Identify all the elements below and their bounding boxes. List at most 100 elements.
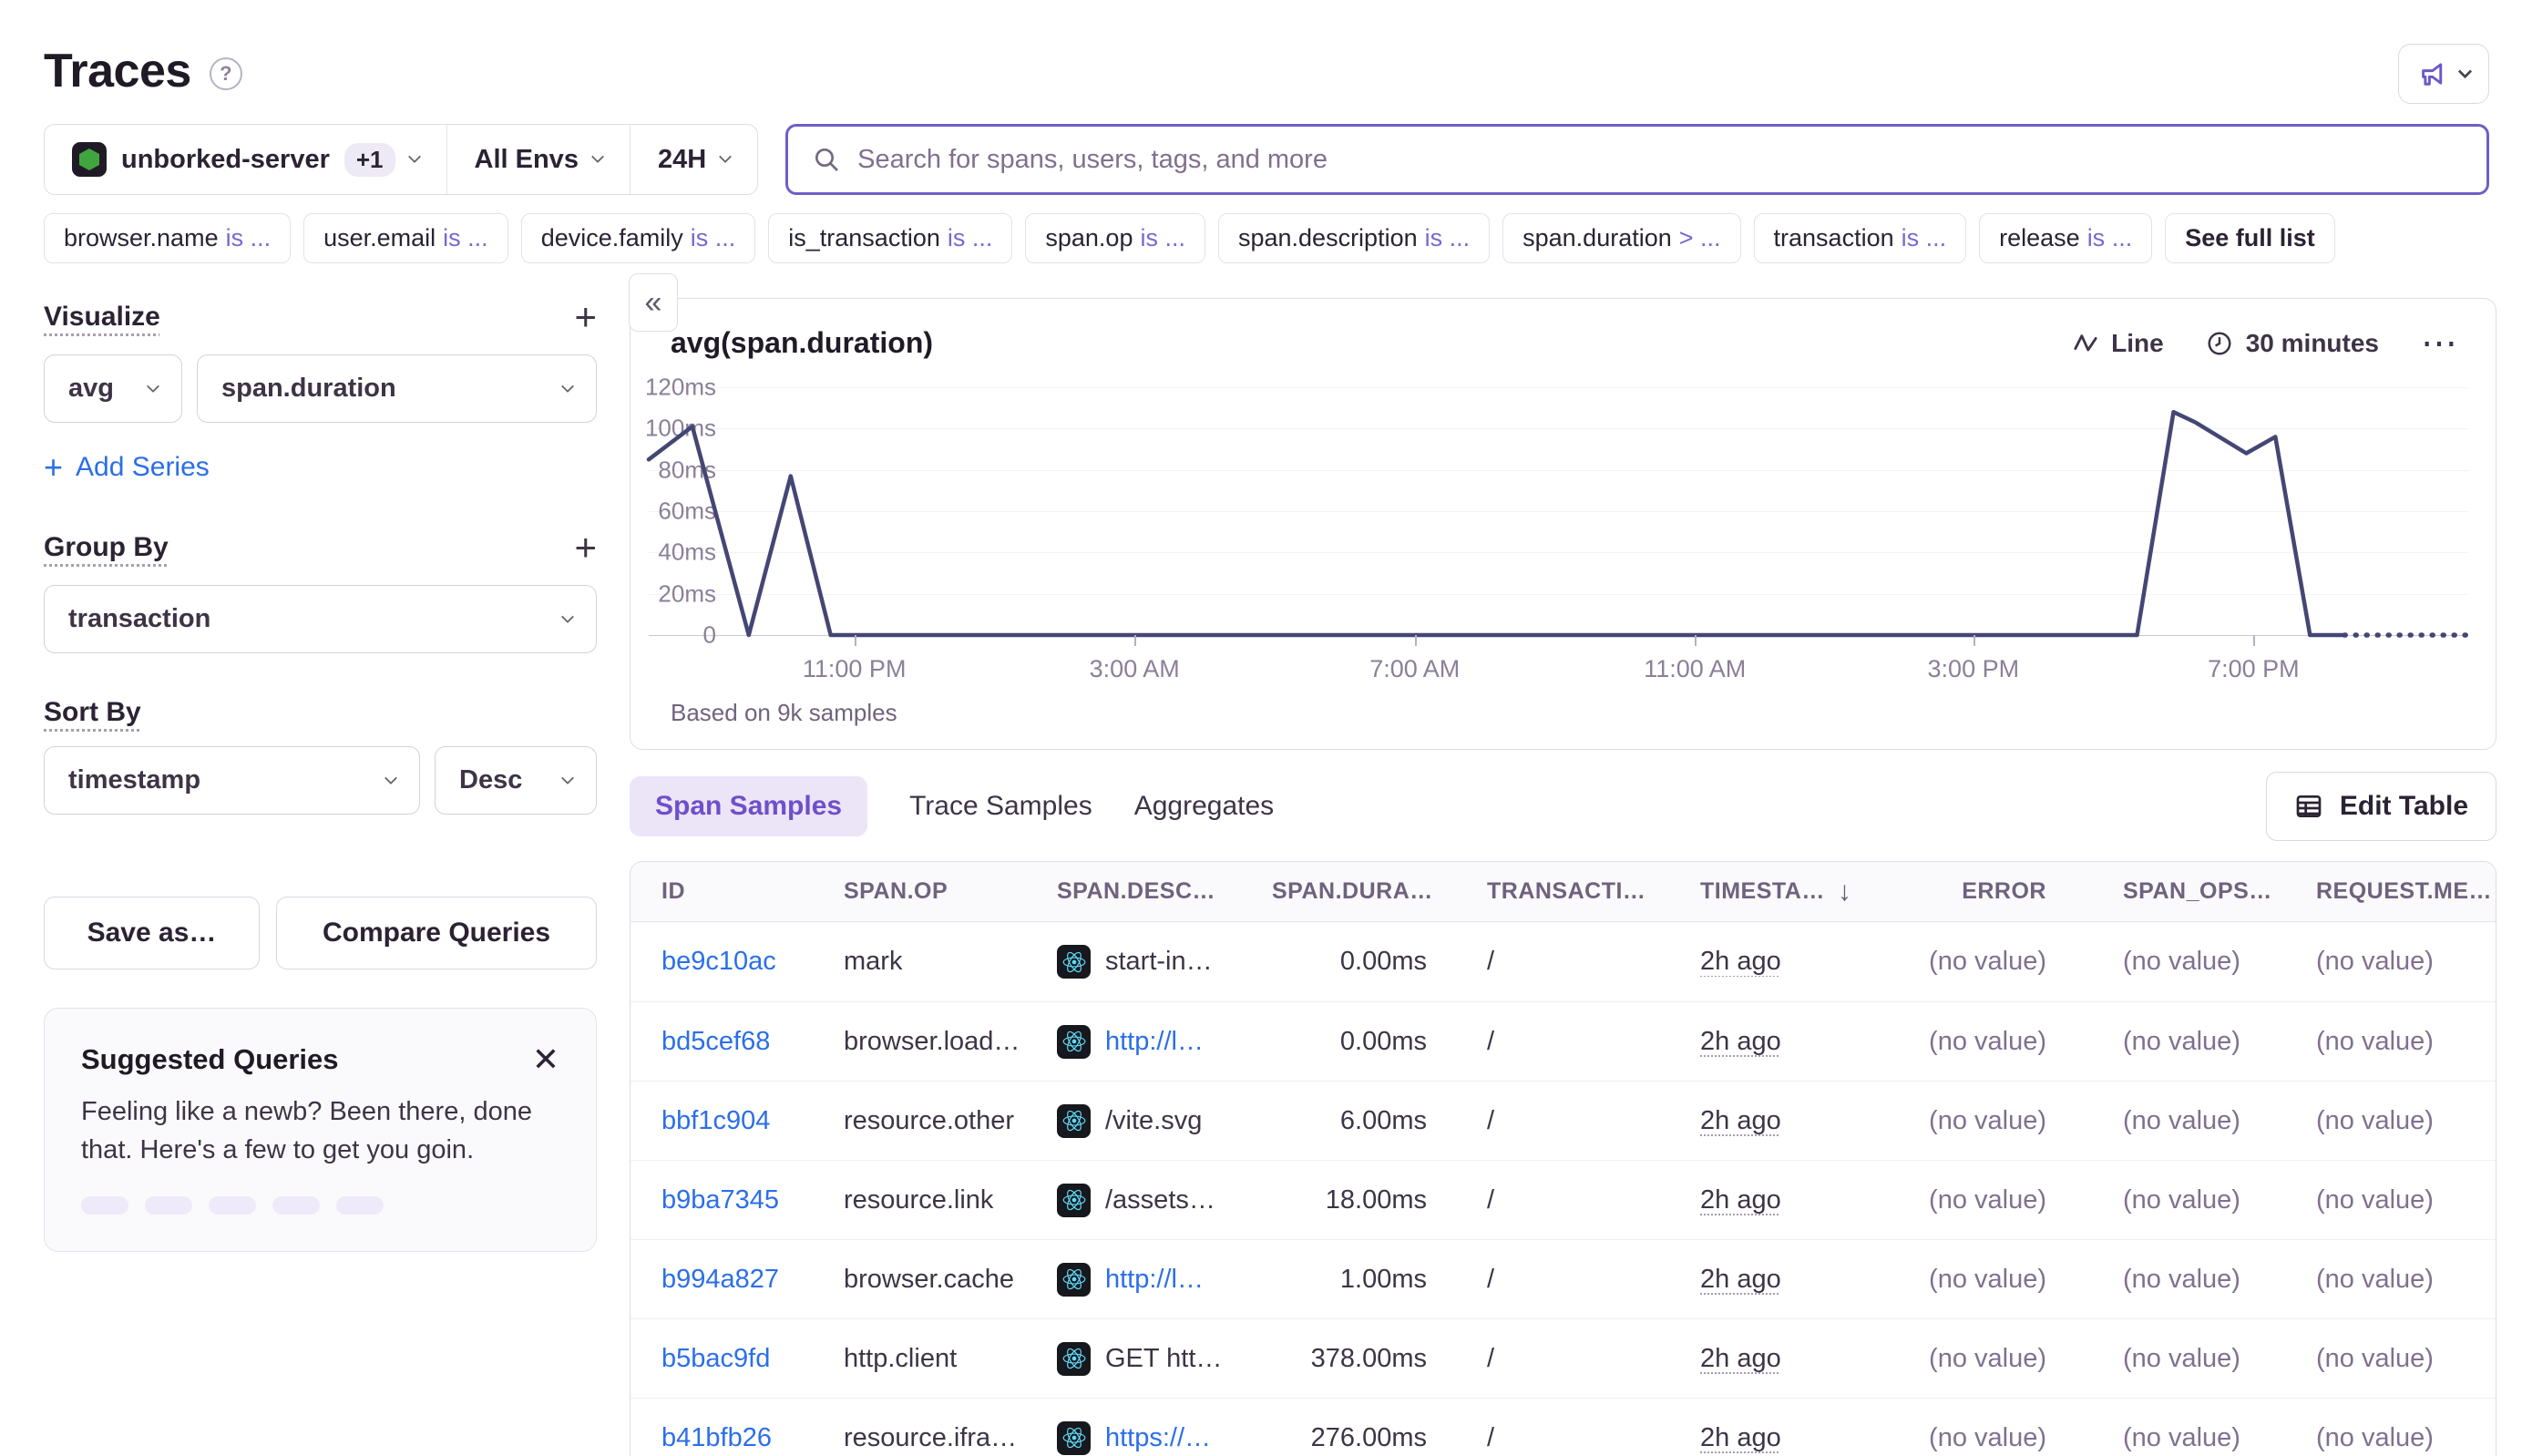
top-bar: Traces ? [0,0,2522,104]
compare-queries-button[interactable]: Compare Queries [276,897,597,969]
span-id-link[interactable]: b994a827 [661,1265,844,1295]
request-method-cell: (no value) [2316,1106,2496,1136]
filter-chip[interactable]: user.email is ... [303,213,508,263]
span-id-link[interactable]: b9ba7345 [661,1185,844,1215]
field-select[interactable]: span.duration [197,354,597,423]
request-method-cell: (no value) [2316,1344,2496,1374]
error-cell: (no value) [1910,947,2046,977]
save-as-button[interactable]: Save as… [44,897,260,969]
see-full-list-button[interactable]: See full list [2165,213,2335,263]
span-duration-cell: 0.00ms [1272,1027,1427,1057]
plus-icon: + [44,448,63,487]
span-desc-text[interactable]: start-in… [1105,947,1213,977]
timestamp-cell: 2h ago [1700,1106,1910,1136]
filter-bar: unborked-server +1 All Envs 24H Search f… [44,124,2489,195]
edit-table-button[interactable]: Edit Table [2266,772,2496,841]
span-id-link[interactable]: bd5cef68 [661,1027,844,1057]
filter-chip[interactable]: span.op is ... [1025,213,1205,263]
add-series-button[interactable]: + Add Series [44,448,597,487]
filter-chip[interactable]: browser.name is ... [44,213,291,263]
tab-aggregates[interactable]: Aggregates [1134,776,1274,836]
sort-direction-value: Desc [459,765,522,795]
react-icon [1057,1263,1091,1297]
sort-field-select[interactable]: timestamp [44,746,420,815]
suggested-query-pill[interactable] [81,1196,128,1215]
collapse-sidebar-button[interactable]: « [629,273,678,332]
group-by-select[interactable]: transaction [44,585,597,653]
chart-title: avg(span.duration) [671,326,933,360]
period-selector[interactable]: 24H [630,125,757,194]
col-header-transaction[interactable]: TRANSACTI… [1427,878,1700,905]
tab-span-samples[interactable]: Span Samples [630,776,867,836]
col-header-span-duration[interactable]: SPAN.DURA… [1272,878,1427,905]
suggested-query-pill[interactable] [272,1196,320,1215]
chart-more-menu-icon[interactable]: ⋯ [2421,336,2459,351]
request-method-cell: (no value) [2316,1027,2496,1057]
span-desc-text[interactable]: GET htt… [1105,1344,1222,1374]
environment-selector[interactable]: All Envs [446,125,630,194]
span-desc-text[interactable]: http://l… [1105,1027,1204,1057]
chip-key: transaction [1774,224,1894,252]
suggested-queries-body: Feeling like a newb? Been there, done th… [81,1092,559,1169]
project-selector[interactable]: unborked-server +1 [45,125,446,194]
col-header-span-desc[interactable]: SPAN.DESC… [1057,878,1272,905]
add-group-by-button[interactable]: + [574,528,597,567]
span-ops-cell: (no value) [2046,1106,2316,1136]
col-header-error[interactable]: ERROR [1910,878,2046,905]
col-header-timestamp[interactable]: TIMESTA… ↓ [1700,877,1910,907]
tab-trace-samples[interactable]: Trace Samples [909,776,1092,836]
col-header-span-ops[interactable]: SPAN_OPS… [2046,878,2316,905]
chip-key: is_transaction [788,224,940,252]
filter-chip[interactable]: device.family is ... [521,213,756,263]
aggregate-select[interactable]: avg [44,354,182,423]
suggested-query-pill[interactable] [336,1196,384,1215]
traces-page: Traces ? unborked-server +1 All Envs [0,0,2522,1456]
suggested-query-pill[interactable] [209,1196,256,1215]
span-id-link[interactable]: b5bac9fd [661,1344,844,1374]
whats-new-button[interactable] [2398,44,2489,104]
table-row: bbf1c904 resource.other [630,1081,2496,1160]
filter-chip[interactable]: transaction is ... [1754,213,1967,263]
error-cell: (no value) [1910,1344,2046,1374]
span-id-link[interactable]: bbf1c904 [661,1106,844,1136]
search-input[interactable]: Search for spans, users, tags, and more [785,124,2489,195]
timestamp-cell: 2h ago [1700,1027,1910,1057]
error-cell: (no value) [1910,1423,2046,1453]
suggested-query-pill[interactable] [145,1196,192,1215]
span-id-link[interactable]: b41bfb26 [661,1423,844,1453]
sort-direction-select[interactable]: Desc [435,746,597,815]
span-desc-text[interactable]: /assets… [1105,1185,1215,1215]
filter-chip[interactable]: span.description is ... [1218,213,1490,263]
megaphone-icon [2418,57,2451,90]
filter-chip[interactable]: release is ... [1979,213,2152,263]
interval-label: 30 minutes [2246,329,2379,358]
sort-desc-icon: ↓ [1838,877,1852,907]
edit-table-label: Edit Table [2340,791,2468,822]
help-icon[interactable]: ? [210,57,242,90]
chart-type-button[interactable]: Line [2073,329,2164,358]
col-header-request-method[interactable]: REQUEST.ME… [2316,878,2496,905]
chip-op: is ... [2087,224,2133,252]
add-visualize-button[interactable]: + [574,298,597,336]
chip-op: > ... [1679,224,1721,252]
timestamp-cell: 2h ago [1700,947,1910,977]
span-duration-cell: 6.00ms [1272,1106,1427,1136]
group-by-heading: Group By [44,532,169,563]
filter-chip[interactable]: is_transaction is ... [768,213,1012,263]
col-header-id[interactable]: ID [661,878,844,905]
filter-chip[interactable]: span.duration > ... [1502,213,1740,263]
span-id-link[interactable]: be9c10ac [661,947,844,977]
span-desc-text[interactable]: https://… [1105,1423,1211,1453]
request-method-cell: (no value) [2316,947,2496,977]
span-op-cell: http.client [844,1344,1057,1374]
col-header-span-op[interactable]: SPAN.OP [844,878,1057,905]
span-desc-text[interactable]: http://l… [1105,1265,1204,1295]
field-value: span.duration [221,374,396,404]
close-icon[interactable]: ✕ [532,1043,559,1076]
span-desc-text[interactable]: /vite.svg [1105,1106,1202,1136]
sort-by-heading: Sort By [44,697,597,728]
interval-button[interactable]: 30 minutes [2206,329,2379,358]
x-axis-label: 3:00 PM [1928,655,2020,683]
span-duration-cell: 0.00ms [1272,947,1427,977]
search-icon [812,145,841,174]
